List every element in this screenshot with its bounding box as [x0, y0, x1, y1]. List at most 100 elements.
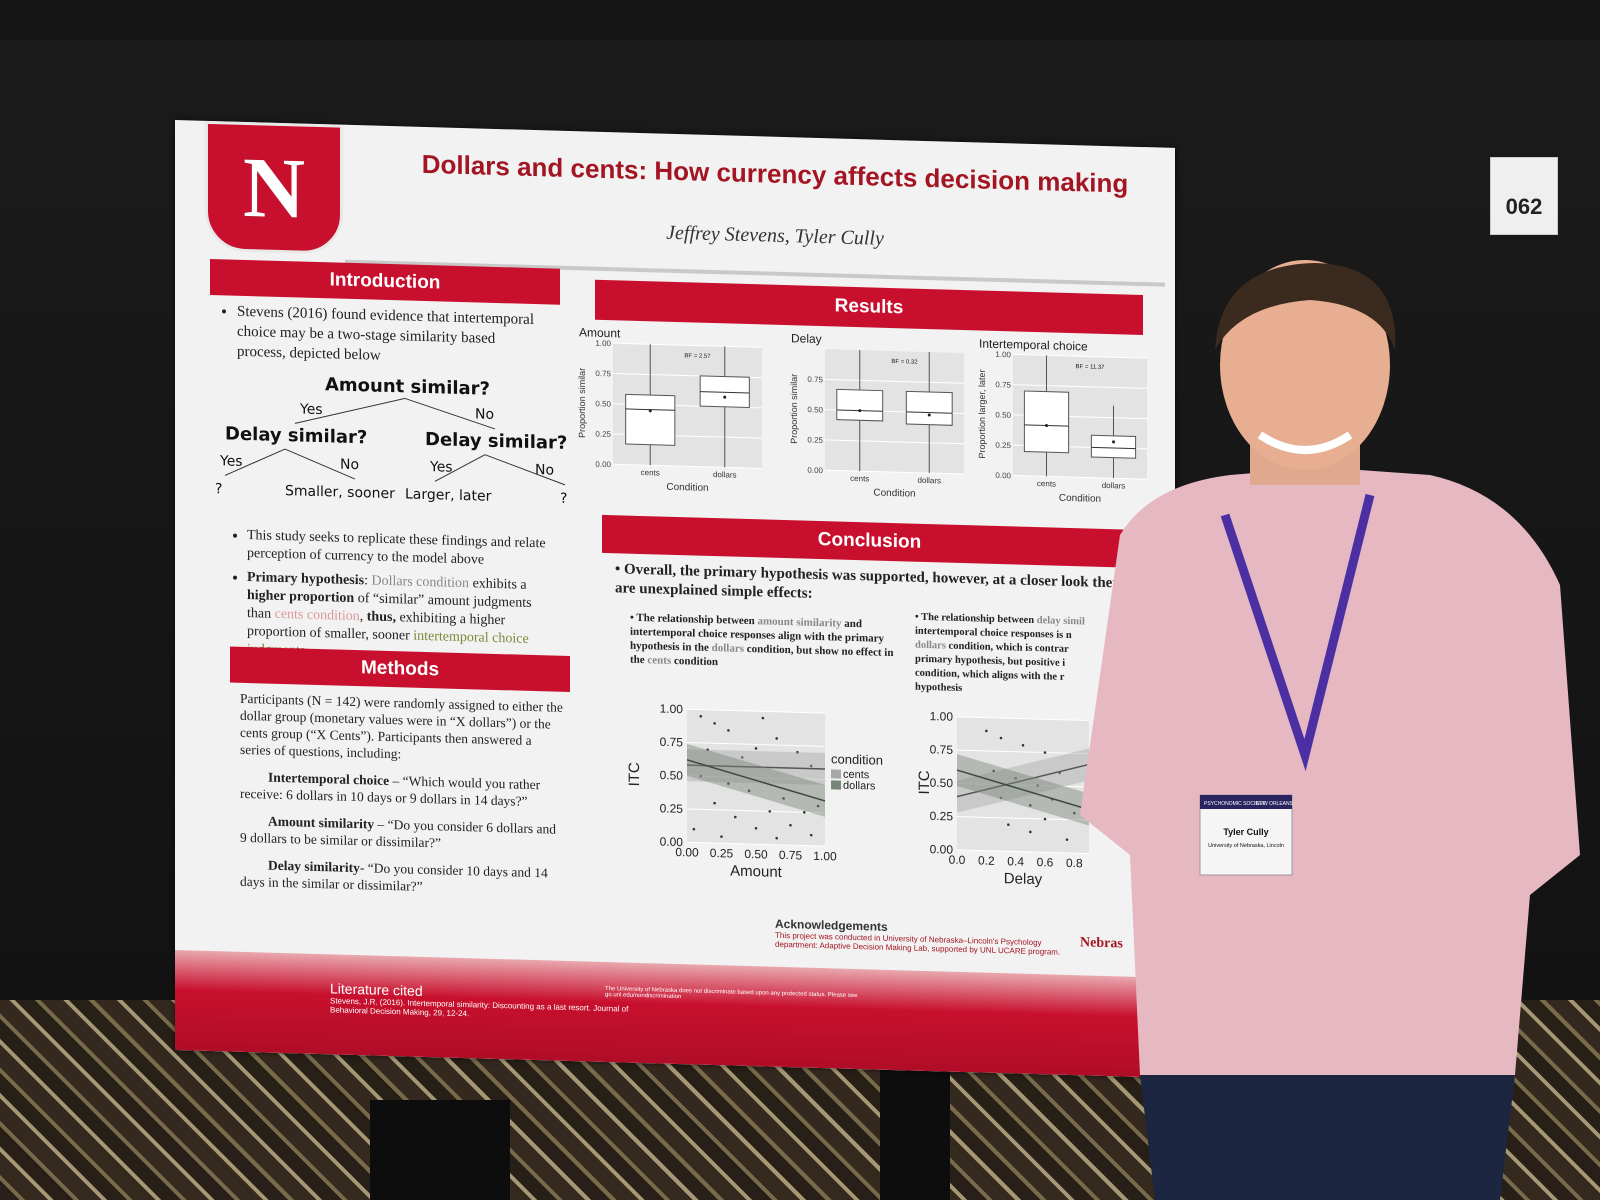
badge-affil: University of Nebraska, Lincoln [1208, 843, 1284, 849]
fit-line-cents [956, 763, 1090, 798]
data-point [775, 836, 778, 840]
data-point [775, 737, 778, 740]
bf-annotation: BF = 2.57 [684, 353, 711, 360]
x-tick-label: dollars [917, 476, 941, 486]
conclusion-bullet: • [615, 561, 625, 578]
x-tick-label: dollars [1102, 481, 1126, 491]
b2-b: condition, which is contrar [945, 640, 1069, 655]
q1-label: Intertemporal choice [268, 769, 390, 788]
gridline [687, 708, 825, 714]
y-tick-label: 0.50 [930, 776, 954, 791]
y-tick-label: 0.50 [595, 399, 611, 408]
data-point [816, 804, 820, 808]
x-tick-label: cents [641, 468, 660, 478]
legend-title: condition [831, 751, 883, 767]
data-point [727, 782, 730, 785]
b1-pre: The relationship between [636, 611, 758, 628]
q3-label: Delay similarity [268, 857, 360, 876]
y-tick-label: 0.25 [930, 809, 954, 824]
data-point [1021, 743, 1025, 747]
methods-body: Participants (N = 142) were randomly ass… [240, 690, 565, 899]
gridline [825, 378, 964, 384]
decision-tree: Amount similar? Yes No Delay similar? De… [215, 371, 575, 531]
box [1090, 434, 1137, 459]
gridline [957, 816, 1089, 821]
x-tick-label: 0.50 [744, 847, 768, 862]
fit-line-cents [687, 764, 825, 770]
intro-list-2: This study seeks to replicate these find… [225, 526, 555, 667]
fit-line-dollars [686, 759, 826, 802]
chart-title: Intertemporal choice [979, 337, 1088, 353]
x-tick-label: dollars [713, 470, 737, 480]
y-tick-label: 0.00 [807, 466, 823, 475]
gridline [687, 841, 825, 847]
hyp-dollars: Dollars condition [371, 573, 470, 592]
b1-dol: dollars [711, 641, 745, 655]
y-tick-label: 0.50 [807, 405, 823, 414]
badge-event: PSYCHONOMIC SOCIETY [1204, 801, 1266, 807]
data-point [803, 811, 806, 814]
gridline [1013, 474, 1147, 480]
data-point [692, 827, 696, 831]
delay-boxplot: Delay 0.00 0.25 0.50 0.75 Proportion similar B… [789, 332, 964, 500]
y-tick-label: 0.75 [995, 380, 1011, 389]
b1-end: condition [671, 654, 719, 669]
data-point [1043, 751, 1047, 754]
legend-label: cents [843, 769, 870, 782]
gridline [687, 742, 825, 747]
hypothesis-lead: Primary hypothesis [247, 570, 365, 589]
bf-annotation: BF = 0.32 [891, 359, 918, 366]
acknowledgements: Acknowledgements This project was conduc… [775, 917, 1075, 957]
gridline [1013, 353, 1147, 359]
methods-p1: Participants (N = 142) were randomly ass… [240, 690, 563, 762]
gridline [613, 463, 762, 469]
data-point [754, 747, 758, 750]
data-point [747, 789, 751, 793]
lanyard [1220, 493, 1375, 772]
data-point [768, 810, 772, 813]
data-point [1007, 823, 1010, 826]
box [836, 388, 884, 422]
x-tick-label: 0.8 [1066, 856, 1083, 870]
box [699, 375, 750, 409]
easel-leg [370, 1100, 510, 1200]
data-point [720, 835, 723, 838]
data-point [734, 815, 737, 819]
b1-amt: amount similarity [757, 615, 842, 630]
data-point [992, 769, 995, 773]
logo-letter: N [242, 138, 306, 237]
y-axis-label: Proportion larger, later [977, 369, 987, 458]
data-point [796, 750, 799, 754]
y-tick-label: 0.75 [660, 735, 684, 750]
data-point [999, 796, 1003, 800]
conclusion-header: Conclusion [602, 514, 1137, 568]
data-point [1014, 777, 1017, 780]
y-axis-label: Proportion similar [789, 374, 799, 444]
presenter: PSYCHONOMIC SOCIETY NEW ORLEANS Tyler Cu… [1080, 260, 1580, 1200]
poster: N Dollars and cents: How currency affect… [175, 120, 1175, 1078]
presenter-face [1220, 260, 1390, 470]
name-badge-header [1200, 795, 1292, 809]
mean-point [1112, 440, 1115, 444]
presenter-shirt [1080, 470, 1580, 1075]
poster-title: Dollars and cents: How currency affects … [421, 148, 1129, 199]
badge-city: NEW ORLEANS [1256, 801, 1294, 807]
data-point [1043, 817, 1047, 821]
x-axis-label: Amount [730, 863, 783, 881]
data-point [1029, 804, 1032, 807]
gridline [613, 342, 762, 348]
data-point [699, 715, 703, 718]
legend-swatch [831, 780, 841, 790]
badge-name: Tyler Cully [1223, 827, 1268, 837]
data-point [761, 716, 765, 720]
data-point [782, 797, 785, 800]
x-tick-label: 0.4 [1007, 854, 1024, 868]
data-point [985, 729, 988, 733]
y-tick-label: 0.25 [995, 441, 1011, 450]
x-tick-label: 0.0 [949, 853, 966, 867]
x-tick-label: cents [850, 474, 869, 484]
y-tick-label: 0.00 [595, 460, 611, 469]
y-tick-label: 0.00 [930, 842, 954, 857]
mean-point [1045, 424, 1048, 428]
itc-boxplot: Intertemporal choice 0.00 0.25 0.50 0.75 1.00… [977, 337, 1147, 505]
